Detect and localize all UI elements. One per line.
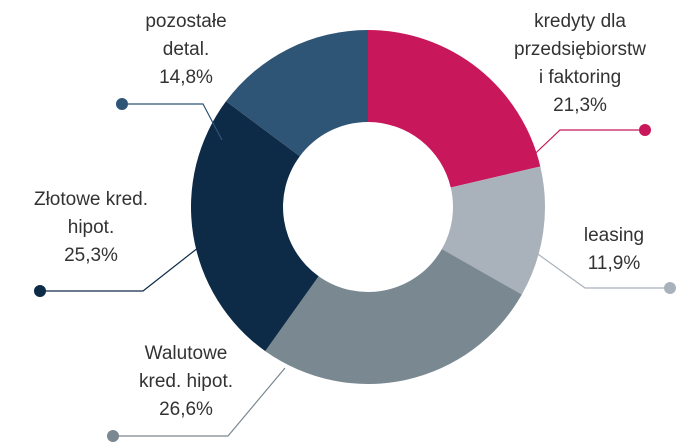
slice-label: hipot. [68, 217, 114, 238]
donut-slice [368, 30, 541, 188]
slice-label: i faktoring [539, 67, 621, 88]
leader-line [40, 239, 209, 292]
slice-label: Walutowe [145, 343, 228, 364]
slice-label: kred. hipot. [139, 371, 233, 392]
slice-label: kredyty dla [534, 11, 626, 32]
slice-label: Złotowe kred. [34, 189, 148, 210]
value-label: 25,3% [64, 245, 118, 266]
leader-dot [34, 285, 46, 297]
value-label: 21,3% [553, 95, 607, 116]
leader-dot [107, 430, 119, 442]
leader-line [122, 103, 223, 141]
leader-dot [639, 124, 651, 136]
leader-line [534, 251, 670, 289]
donut-slice [265, 249, 522, 384]
slice-label: detal. [163, 39, 209, 60]
value-label: 11,9% [588, 253, 641, 274]
donut-slice [226, 30, 368, 157]
value-label: 26,6% [159, 399, 213, 420]
leader-line [519, 129, 645, 169]
slice-label: przedsiębiorstw [514, 39, 646, 60]
donut-slice [190, 101, 319, 352]
leader-line [113, 367, 286, 437]
slice-label: pozostałe [145, 11, 226, 32]
donut-slice [441, 166, 546, 295]
leader-dot [116, 98, 128, 110]
leader-dot [664, 282, 676, 294]
slice-label: leasing [584, 225, 644, 246]
value-label: 14,8% [159, 67, 213, 88]
